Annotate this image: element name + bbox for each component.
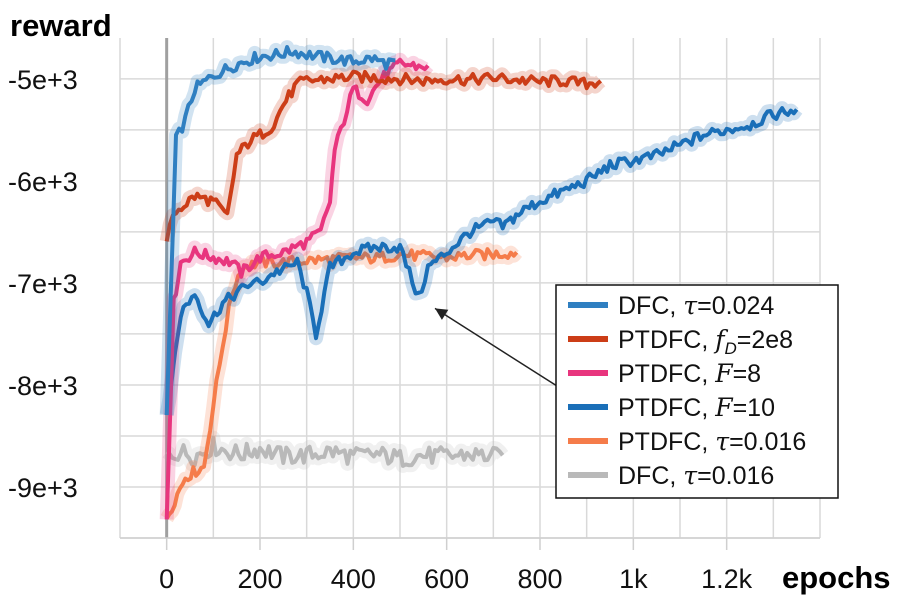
y-axis-title: reward [10, 8, 112, 43]
annotation-arrow-head [435, 308, 449, 320]
legend-entry: PTDFC, F=10 [618, 393, 775, 422]
series-group [159, 40, 803, 523]
series-line [164, 57, 430, 520]
y-tick-label: -6e+3 [8, 167, 78, 197]
legend-box [555, 284, 839, 499]
x-tick-label: 400 [331, 564, 376, 594]
legend-entry: PTDFC, τ=0.016 [618, 427, 806, 456]
x-tick-label: 0 [159, 564, 174, 594]
annotation-arrow [434, 307, 564, 391]
y-tick-label: -9e+3 [8, 473, 78, 503]
series-line [164, 45, 396, 416]
legend-entry: DFC, τ=0.016 [618, 461, 774, 490]
x-tick-label: 1.2k [701, 564, 753, 594]
x-axis-title: epochs [782, 560, 891, 595]
annotation-arrow-shaft [434, 307, 564, 391]
legend-entry: PTDFC, F=8 [618, 359, 761, 388]
y-tick-label: -8e+3 [8, 371, 78, 401]
x-tick-label: 1k [619, 564, 648, 594]
x-tick-label: 800 [517, 564, 562, 594]
series-line [164, 247, 519, 520]
series-line [164, 69, 603, 242]
legend-entry: PTDFC, fD=2e8 [618, 325, 793, 358]
series-line [165, 435, 505, 468]
series-line [164, 106, 799, 416]
y-tick-label: -7e+3 [8, 269, 78, 299]
tick-labels: 0 200 400 600 800 1k 1.2k -5e+3 -6e+3 -7e+3 -8e+3 -… [8, 65, 753, 594]
y-tick-label: -5e+3 [8, 65, 78, 95]
x-tick-label: 600 [424, 564, 469, 594]
x-tick-label: 200 [237, 564, 282, 594]
legend-entry: DFC, τ=0.024 [618, 291, 774, 320]
